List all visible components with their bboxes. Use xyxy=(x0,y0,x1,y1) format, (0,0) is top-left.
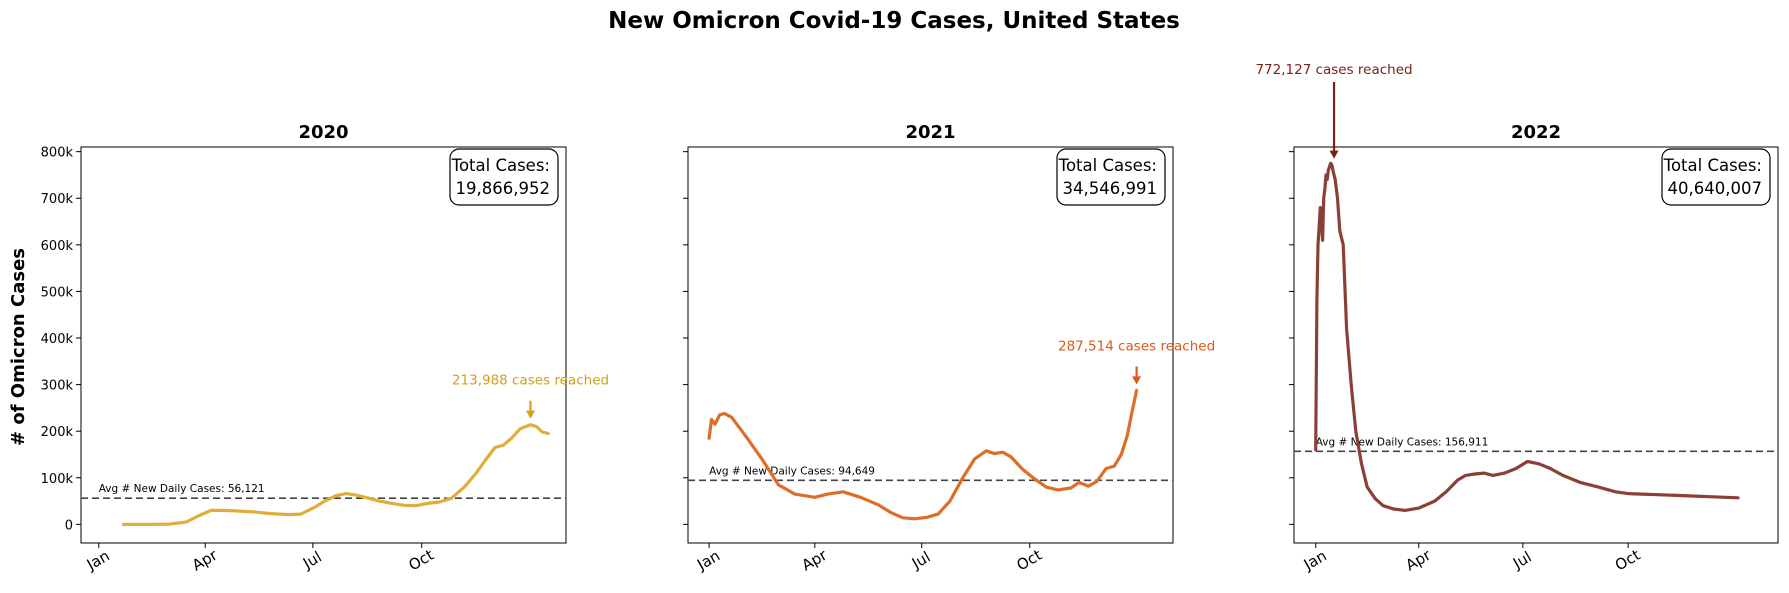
series-line xyxy=(121,423,550,527)
axes-frame xyxy=(1293,146,1779,544)
total-cases-label: Total Cases: xyxy=(451,156,550,175)
y-axis-label: # of Omicron Cases xyxy=(8,248,29,446)
peak-arrow-head xyxy=(1132,376,1142,385)
y-tick-label: 100k xyxy=(41,472,74,487)
total-cases-value: 34,546,991 xyxy=(1063,179,1157,198)
x-tick-label: Apr xyxy=(1402,545,1434,574)
total-cases-box xyxy=(449,148,559,206)
total-cases-label: Total Cases: xyxy=(1058,156,1157,175)
panel-title: 2021 xyxy=(905,122,955,143)
axes-frame xyxy=(687,146,1174,544)
x-tick-label: Apr xyxy=(799,545,831,574)
peak-annotation: 287,514 cases reached xyxy=(1058,338,1215,354)
average-label: Avg # New Daily Cases: 156,911 xyxy=(1316,436,1489,448)
y-tick-label: 600k xyxy=(41,239,74,254)
total-cases-box xyxy=(1661,148,1771,206)
panel-2020: 2020 0 100k 200k 300k 400k 500k 600k 700k 800k Jan… xyxy=(41,122,609,574)
y-tick-label: 0 xyxy=(65,518,73,533)
total-cases-value: 19,866,952 xyxy=(456,179,550,198)
x-tick-label: Jan xyxy=(1300,547,1330,575)
y-tick-label: 500k xyxy=(41,285,74,300)
peak-arrow-head xyxy=(526,410,536,419)
x-tick-label: Oct xyxy=(1013,546,1045,575)
x-tick-label: Oct xyxy=(1612,546,1644,575)
y-tick-label: 200k xyxy=(41,425,74,440)
x-tick-label: Jan xyxy=(83,547,113,575)
peak-arrow-head xyxy=(1329,150,1339,159)
figure-title: New Omicron Covid-19 Cases, United State… xyxy=(608,8,1180,34)
average-label: Avg # New Daily Cases: 56,121 xyxy=(99,483,265,495)
total-cases-value: 40,640,007 xyxy=(1668,179,1762,198)
average-label: Avg # New Daily Cases: 94,649 xyxy=(709,465,875,477)
y-tick-label: 400k xyxy=(41,332,74,347)
panel-title: 2022 xyxy=(1511,122,1561,143)
x-tick-label: Jan xyxy=(693,547,723,575)
total-cases-box xyxy=(1056,148,1166,206)
y-tick-label: 700k xyxy=(41,192,74,207)
series-line xyxy=(1314,161,1740,512)
x-tick-label: Jul xyxy=(1509,548,1535,573)
panel-title: 2020 xyxy=(298,122,348,143)
total-cases-label: Total Cases: xyxy=(1663,156,1762,175)
panel-2022: 2022 Jan Apr Jul Oct Avg # New Daily Cases: 1… xyxy=(1255,62,1779,575)
x-tick-label: Apr xyxy=(189,545,221,574)
y-tick-label: 800k xyxy=(41,146,74,161)
axes-frame xyxy=(80,146,567,544)
x-tick-label: Jul xyxy=(299,548,325,573)
y-tick-label: 300k xyxy=(41,379,74,394)
x-tick-label: Oct xyxy=(405,546,437,575)
panel-2021: 2021 Jan Apr Jul Oct Avg # New Daily Cases: 9… xyxy=(683,122,1215,574)
series-line xyxy=(707,388,1139,521)
x-tick-label: Jul xyxy=(908,548,934,573)
peak-annotation: 213,988 cases reached xyxy=(452,373,609,389)
peak-annotation: 772,127 cases reached xyxy=(1255,62,1412,78)
